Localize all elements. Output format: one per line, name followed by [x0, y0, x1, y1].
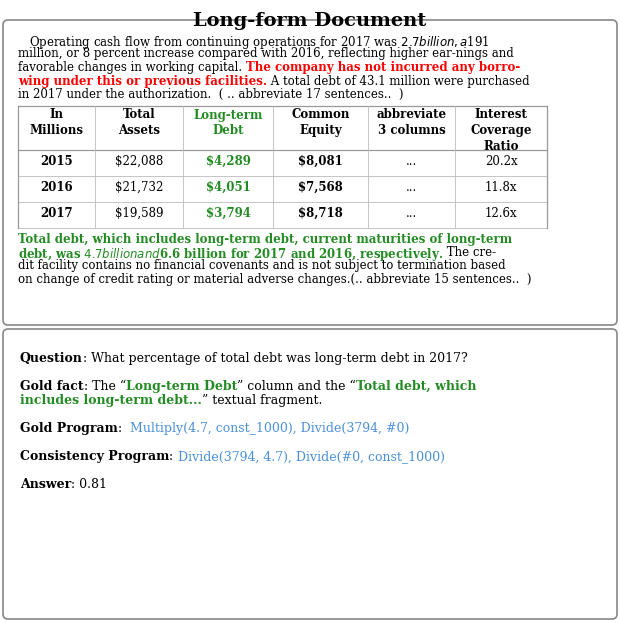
- Text: : 0.81: : 0.81: [71, 478, 107, 491]
- Text: Gold fact: Gold fact: [20, 380, 84, 393]
- Text: $4,289: $4,289: [206, 155, 250, 168]
- Text: debt, was $ 4.7 billion and $6.6 billion for 2017 and 2016, respectively.: debt, was $ 4.7 billion and $6.6 billion…: [18, 246, 443, 263]
- Text: Common
Equity: Common Equity: [291, 108, 350, 137]
- Text: The company has not incurred any borro-: The company has not incurred any borro-: [246, 61, 520, 74]
- Text: Answer: Answer: [20, 478, 71, 491]
- Text: Long-term Debt: Long-term Debt: [126, 380, 237, 393]
- Text: $3,794: $3,794: [206, 207, 250, 220]
- Text: includes long-term debt...: includes long-term debt...: [20, 394, 202, 407]
- Text: Question: Question: [20, 352, 83, 365]
- Text: Multiply(4.7, const_1000), Divide(3794, #0): Multiply(4.7, const_1000), Divide(3794, …: [130, 422, 409, 435]
- Text: in 2017 under the authorization.  ( .. abbreviate 17 sentences..  ): in 2017 under the authorization. ( .. ab…: [18, 88, 404, 101]
- Text: 20.2x: 20.2x: [485, 155, 517, 168]
- Text: : What percentage of total debt was long-term debt in 2017?: : What percentage of total debt was long…: [83, 352, 467, 365]
- FancyBboxPatch shape: [3, 329, 617, 619]
- FancyBboxPatch shape: [3, 20, 617, 325]
- Text: wing under this or previous facilities.: wing under this or previous facilities.: [18, 75, 267, 88]
- Text: :: :: [169, 450, 177, 463]
- Text: $7,568: $7,568: [298, 181, 343, 194]
- Text: Total
Assets: Total Assets: [118, 108, 160, 137]
- Text: Operating cash flow from continuing operations for 2017 was $2.7 billion, a $191: Operating cash flow from continuing oper…: [18, 34, 490, 51]
- Text: $21,732: $21,732: [115, 181, 163, 194]
- Text: ...: ...: [406, 207, 417, 220]
- Text: :: :: [118, 422, 130, 435]
- Text: 2017: 2017: [40, 207, 73, 220]
- Text: $8,718: $8,718: [298, 207, 343, 220]
- Text: Total debt, which: Total debt, which: [356, 380, 477, 393]
- Text: 12.6x: 12.6x: [485, 207, 517, 220]
- Text: $22,088: $22,088: [115, 155, 163, 168]
- Text: : The “: : The “: [84, 380, 126, 393]
- Text: Gold Program: Gold Program: [20, 422, 118, 435]
- Text: ...: ...: [406, 155, 417, 168]
- Text: ” textual fragment.: ” textual fragment.: [202, 394, 322, 407]
- Text: abbreviate
3 columns: abbreviate 3 columns: [376, 108, 446, 137]
- Text: favorable changes in working capital.: favorable changes in working capital.: [18, 61, 246, 74]
- Text: Long-term
Debt: Long-term Debt: [193, 108, 263, 137]
- Text: million, or 8 percent increase compared with 2016, reflecting higher ear-nings a: million, or 8 percent increase compared …: [18, 47, 514, 60]
- Text: on change of credit rating or material adverse changes.(.. abbreviate 15 sentenc: on change of credit rating or material a…: [18, 273, 531, 286]
- Text: 2015: 2015: [40, 155, 73, 168]
- Text: $8,081: $8,081: [298, 155, 343, 168]
- Text: In
Millions: In Millions: [30, 108, 84, 137]
- Text: Divide(3794, 4.7), Divide(#0, const_1000): Divide(3794, 4.7), Divide(#0, const_1000…: [177, 450, 445, 463]
- Text: ...: ...: [406, 181, 417, 194]
- Text: 11.8x: 11.8x: [485, 181, 517, 194]
- Text: $4,051: $4,051: [206, 181, 250, 194]
- Text: $19,589: $19,589: [115, 207, 163, 220]
- Text: ” column and the “: ” column and the “: [237, 380, 356, 393]
- Text: Long-form Document: Long-form Document: [193, 12, 427, 30]
- Text: dit facility contains no financial covenants and is not subject to termination b: dit facility contains no financial coven…: [18, 259, 506, 272]
- Text: A total debt of 43.1 million were purchased: A total debt of 43.1 million were purcha…: [267, 75, 529, 88]
- Text: Consistency Program: Consistency Program: [20, 450, 169, 463]
- Text: The cre-: The cre-: [443, 246, 496, 259]
- Text: Total debt, which includes long-term debt, current maturities of long-term: Total debt, which includes long-term deb…: [18, 233, 512, 246]
- Text: 2016: 2016: [40, 181, 73, 194]
- Text: Interest
Coverage
Ratio: Interest Coverage Ratio: [470, 108, 532, 152]
